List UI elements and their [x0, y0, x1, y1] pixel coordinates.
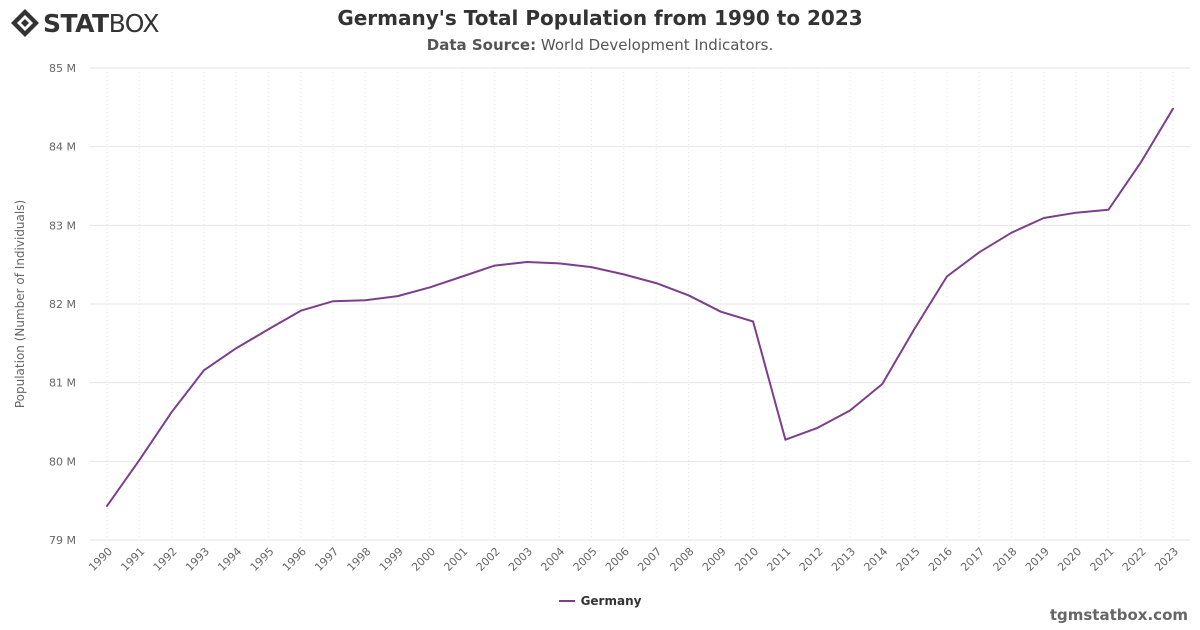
x-tick-label: 2019: [1023, 545, 1052, 574]
y-tick-label: 82 M: [49, 298, 76, 311]
x-tick-label: 1998: [345, 545, 374, 574]
legend-line-swatch: [558, 600, 575, 602]
legend[interactable]: Germany: [0, 594, 1200, 608]
x-tick-label: 2009: [700, 545, 729, 574]
x-tick-label: 1997: [312, 545, 341, 574]
x-tick-label: 1990: [86, 545, 115, 574]
x-tick-label: 2007: [635, 545, 664, 574]
x-tick-label: 2005: [571, 545, 600, 574]
chart-title: Germany's Total Population from 1990 to …: [337, 6, 863, 30]
x-tick-label: 2021: [1088, 545, 1117, 574]
source-label: Data Source:: [426, 36, 537, 54]
x-tick-label: 2000: [409, 545, 438, 574]
x-tick-label: 2008: [668, 545, 697, 574]
x-tick-label: 1999: [377, 545, 406, 574]
source-value: World Development Indicators.: [540, 36, 774, 54]
logo-wordmark: STATBOX: [43, 8, 160, 38]
x-tick-label: 1992: [151, 545, 180, 574]
x-tick-label: 1991: [118, 545, 147, 574]
y-axis-title: Population (Number of Individuals): [13, 200, 27, 408]
series-layer: [106, 107, 1174, 507]
logo-text-bold: STAT: [43, 8, 109, 38]
x-tick-label: 1995: [248, 545, 277, 574]
x-tick-label: 2002: [474, 545, 503, 574]
x-tick-label: 2006: [603, 545, 632, 574]
chart-subtitle: Data Source: World Development Indicator…: [0, 36, 1200, 54]
x-tick-label: 2011: [764, 545, 793, 574]
y-tick-label: 83 M: [49, 219, 76, 232]
x-tick-label: 1996: [280, 545, 309, 574]
series-line-germany[interactable]: [106, 107, 1174, 507]
x-tick-label: 1993: [183, 545, 212, 574]
statbox-logo: STATBOX: [10, 6, 160, 40]
x-tick-label: 2023: [1152, 545, 1181, 574]
x-tick-label: 2015: [894, 545, 923, 574]
y-tick-label: 79 M: [49, 534, 76, 547]
y-tick-label: 84 M: [49, 141, 76, 154]
y-tick-label: 85 M: [49, 62, 76, 75]
x-tick-label: 1994: [215, 545, 244, 574]
logo-text-light: BOX: [108, 8, 160, 38]
x-tick-label: 2017: [958, 545, 987, 574]
x-tick-label: 2020: [1055, 545, 1084, 574]
statbox-diamond-icon: [11, 9, 39, 37]
axis-layer: 79 M 80 M 81 M 82 M 83 M 84 M 85 M 1990 1991 1992…: [49, 62, 1181, 574]
y-tick-label: 80 M: [49, 455, 76, 468]
x-tick-label: 2004: [538, 545, 567, 574]
x-tick-label: 2014: [861, 545, 890, 574]
x-tick-label: 2016: [926, 545, 955, 574]
watermark: tgmstatbox.com: [1049, 606, 1188, 624]
x-tick-label: 2010: [732, 545, 761, 574]
grid-layer: [90, 67, 1190, 541]
x-tick-label: 2018: [991, 545, 1020, 574]
x-tick-label: 2003: [506, 545, 535, 574]
x-tick-label: 2001: [441, 545, 470, 574]
x-tick-label: 2022: [1120, 545, 1149, 574]
y-tick-label: 81 M: [49, 377, 76, 390]
x-tick-label: 2013: [829, 545, 858, 574]
x-tick-label: 2012: [797, 545, 826, 574]
legend-item-germany[interactable]: Germany: [580, 594, 642, 608]
